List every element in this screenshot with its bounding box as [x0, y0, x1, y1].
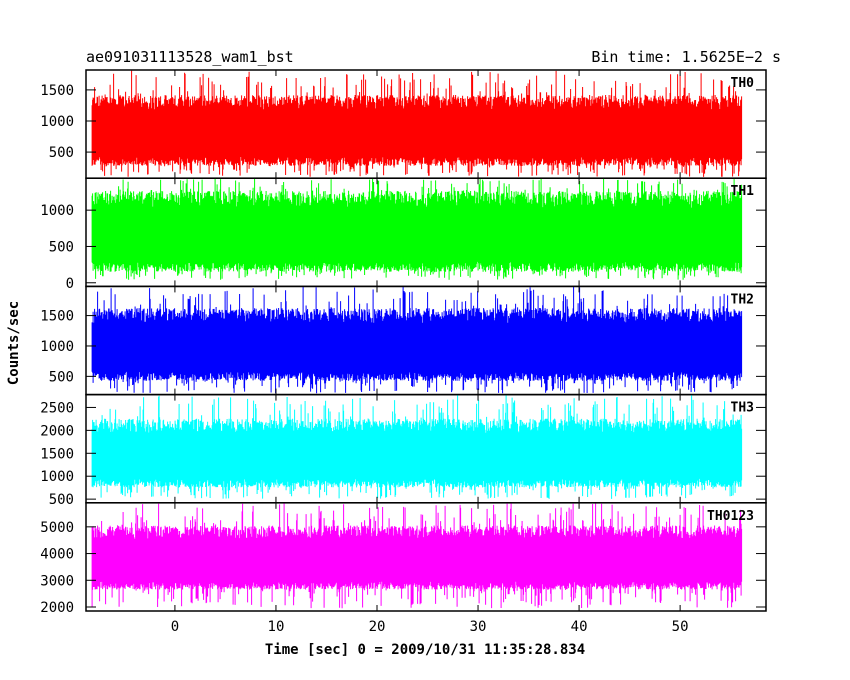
y-axis-label: Counts/sec	[6, 301, 22, 385]
x-tick-label: 20	[369, 619, 386, 635]
series-th3	[91, 395, 743, 499]
panel-label-th0: TH0	[731, 76, 755, 91]
y-tick-label: 500	[49, 369, 74, 385]
chart-title-right: Bin time: 1.5625E−2 s	[591, 48, 781, 66]
x-tick-label: 40	[571, 619, 588, 635]
y-tick-label: 2000	[40, 423, 74, 439]
y-tick-label: 500	[49, 492, 74, 508]
y-tick-label: 500	[49, 145, 74, 161]
panel-frame	[85, 502, 767, 612]
series-th0123	[91, 503, 743, 609]
y-tick-label: 1000	[40, 203, 74, 219]
y-tick-label: 3000	[40, 573, 74, 589]
panel-th1: 0 500 1000 TH1	[40, 177, 767, 292]
panel-label-th0123: TH0123	[707, 509, 754, 524]
x-tick-label: 10	[268, 619, 285, 635]
chart-title-left: ae091031113528_wam1_bst	[86, 48, 294, 66]
y-tick-label: 2000	[40, 600, 74, 616]
y-tick-label: 0	[66, 276, 74, 292]
panel-th2: 500 1000 1500 TH2	[40, 285, 767, 396]
series-th2	[91, 286, 743, 394]
panel-label-th2: TH2	[731, 292, 754, 307]
y-tick-label: 2500	[40, 400, 74, 416]
panel-th3: 500 1000 1500 2000 2500 TH3	[40, 393, 767, 508]
x-axis-label: Time [sec] 0 = 2009/10/31 11:35:28.834	[265, 642, 585, 658]
x-tick-label: 0	[171, 619, 179, 635]
y-tick-label: 1500	[40, 446, 74, 462]
y-tick-label: 1500	[40, 309, 74, 325]
panel-th0: 500 1000 1500 TH0	[40, 69, 767, 179]
y-tick-label: 5000	[40, 520, 74, 536]
y-tick-label: 1000	[40, 114, 74, 130]
panel-label-th1: TH1	[731, 184, 755, 199]
y-tick-label: 500	[49, 239, 74, 255]
panel-th0123: 2000 3000 4000 5000 TH0123	[40, 502, 767, 616]
series-th1	[91, 178, 743, 280]
y-tick-label: 1000	[40, 339, 74, 355]
y-tick-label: 1500	[40, 83, 74, 99]
x-tick-label: 50	[672, 619, 689, 635]
x-axis-ticks: 0 10 20 30 40 50	[171, 619, 689, 635]
panel-label-th3: TH3	[731, 401, 754, 416]
series-th0	[91, 70, 743, 177]
y-tick-label: 1000	[40, 469, 74, 485]
x-tick-label: 30	[470, 619, 487, 635]
y-tick-label: 4000	[40, 547, 74, 563]
